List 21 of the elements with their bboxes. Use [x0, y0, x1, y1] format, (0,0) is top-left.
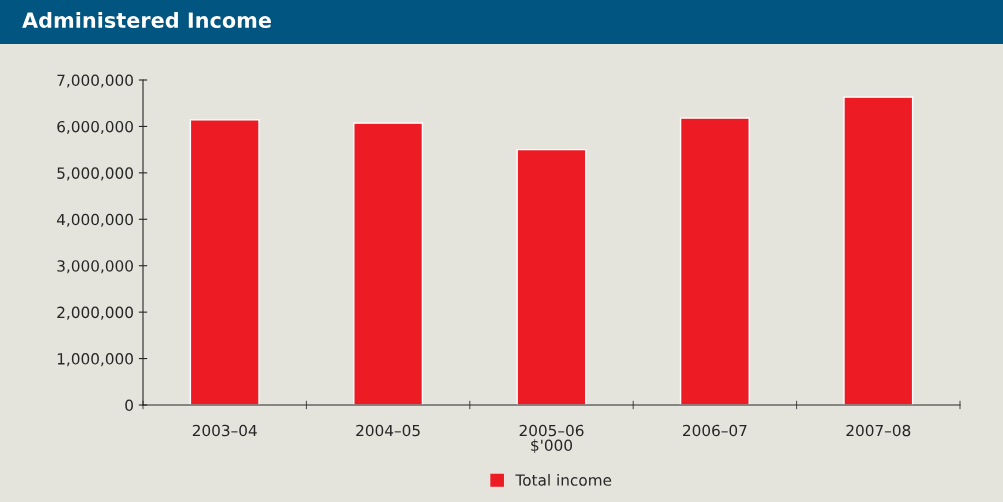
- bar: [189, 119, 260, 405]
- x-tick-label: 2005–06: [519, 424, 584, 437]
- x-tick-label: 2003–04: [192, 424, 257, 437]
- y-tick-label: 1,000,000: [57, 353, 133, 367]
- y-tick-label: 5,000,000: [57, 167, 133, 181]
- x-tick-label: 2004–05: [356, 424, 420, 437]
- x-axis-title: $'000: [531, 439, 573, 454]
- bar: [516, 148, 587, 405]
- y-tick-label: 3,000,000: [57, 260, 133, 274]
- x-tick-label: 2006–07: [683, 424, 747, 437]
- chart-title: Administered Income: [22, 11, 271, 29]
- bar: [843, 96, 914, 405]
- bar: [679, 117, 750, 405]
- bar: [353, 122, 424, 405]
- y-tick-label: 0: [125, 399, 133, 412]
- y-tick-label: 2,000,000: [57, 306, 133, 320]
- y-tick-label: 6,000,000: [57, 120, 133, 135]
- y-tick-label: 7,000,000: [57, 74, 133, 88]
- x-tick-label: 2007–08: [846, 424, 911, 437]
- legend-label: Total income: [515, 474, 612, 486]
- y-tick-label: 4,000,000: [56, 213, 133, 227]
